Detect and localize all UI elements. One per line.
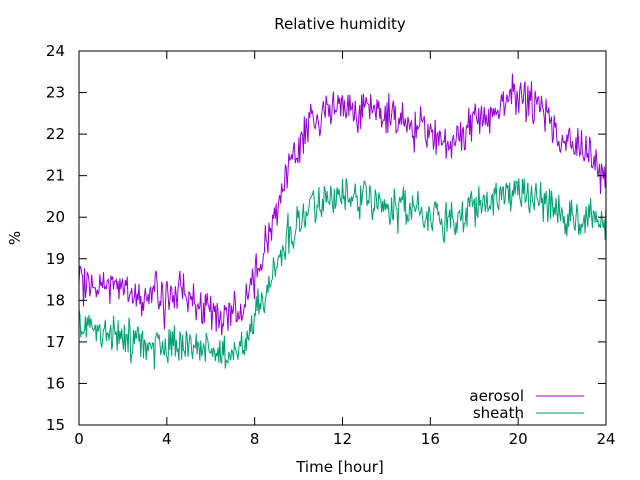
x-tick-label: 4 [162,430,172,448]
y-tick-label: 18 [46,291,65,309]
y-tick-label: 20 [46,208,65,226]
x-tick-label: 24 [596,430,615,448]
y-tick-label: 19 [46,250,65,268]
y-tick-label: 21 [46,167,65,185]
x-tick-label: 16 [421,430,440,448]
plot-border [78,50,607,426]
chart-title: Relative humidity [274,15,406,33]
y-tick-label: 22 [46,125,65,143]
series-line-sheath [78,178,607,370]
y-tick-label: 16 [46,374,65,392]
y-tick-label: 17 [46,333,65,351]
y-axis-title: % [6,231,24,245]
x-tick-label: 12 [333,430,352,448]
y-tick-label: 24 [46,42,65,60]
y-tick-label: 23 [46,84,65,102]
x-axis-title: Time [hour] [295,458,384,476]
series-layer [78,73,607,370]
ticks-layer: 0 4 8 12 16 20 24 15 16 17 18 19 20 21 22 23 24 [46,42,616,448]
x-tick-label: 8 [250,430,260,448]
y-tick-label: 15 [46,416,65,434]
series-line-aerosol [78,73,607,336]
legend-label-sheath: sheath [473,404,524,422]
x-tick-label: 20 [509,430,528,448]
legend-label-aerosol: aerosol [469,387,524,405]
x-tick-label: 0 [74,430,84,448]
